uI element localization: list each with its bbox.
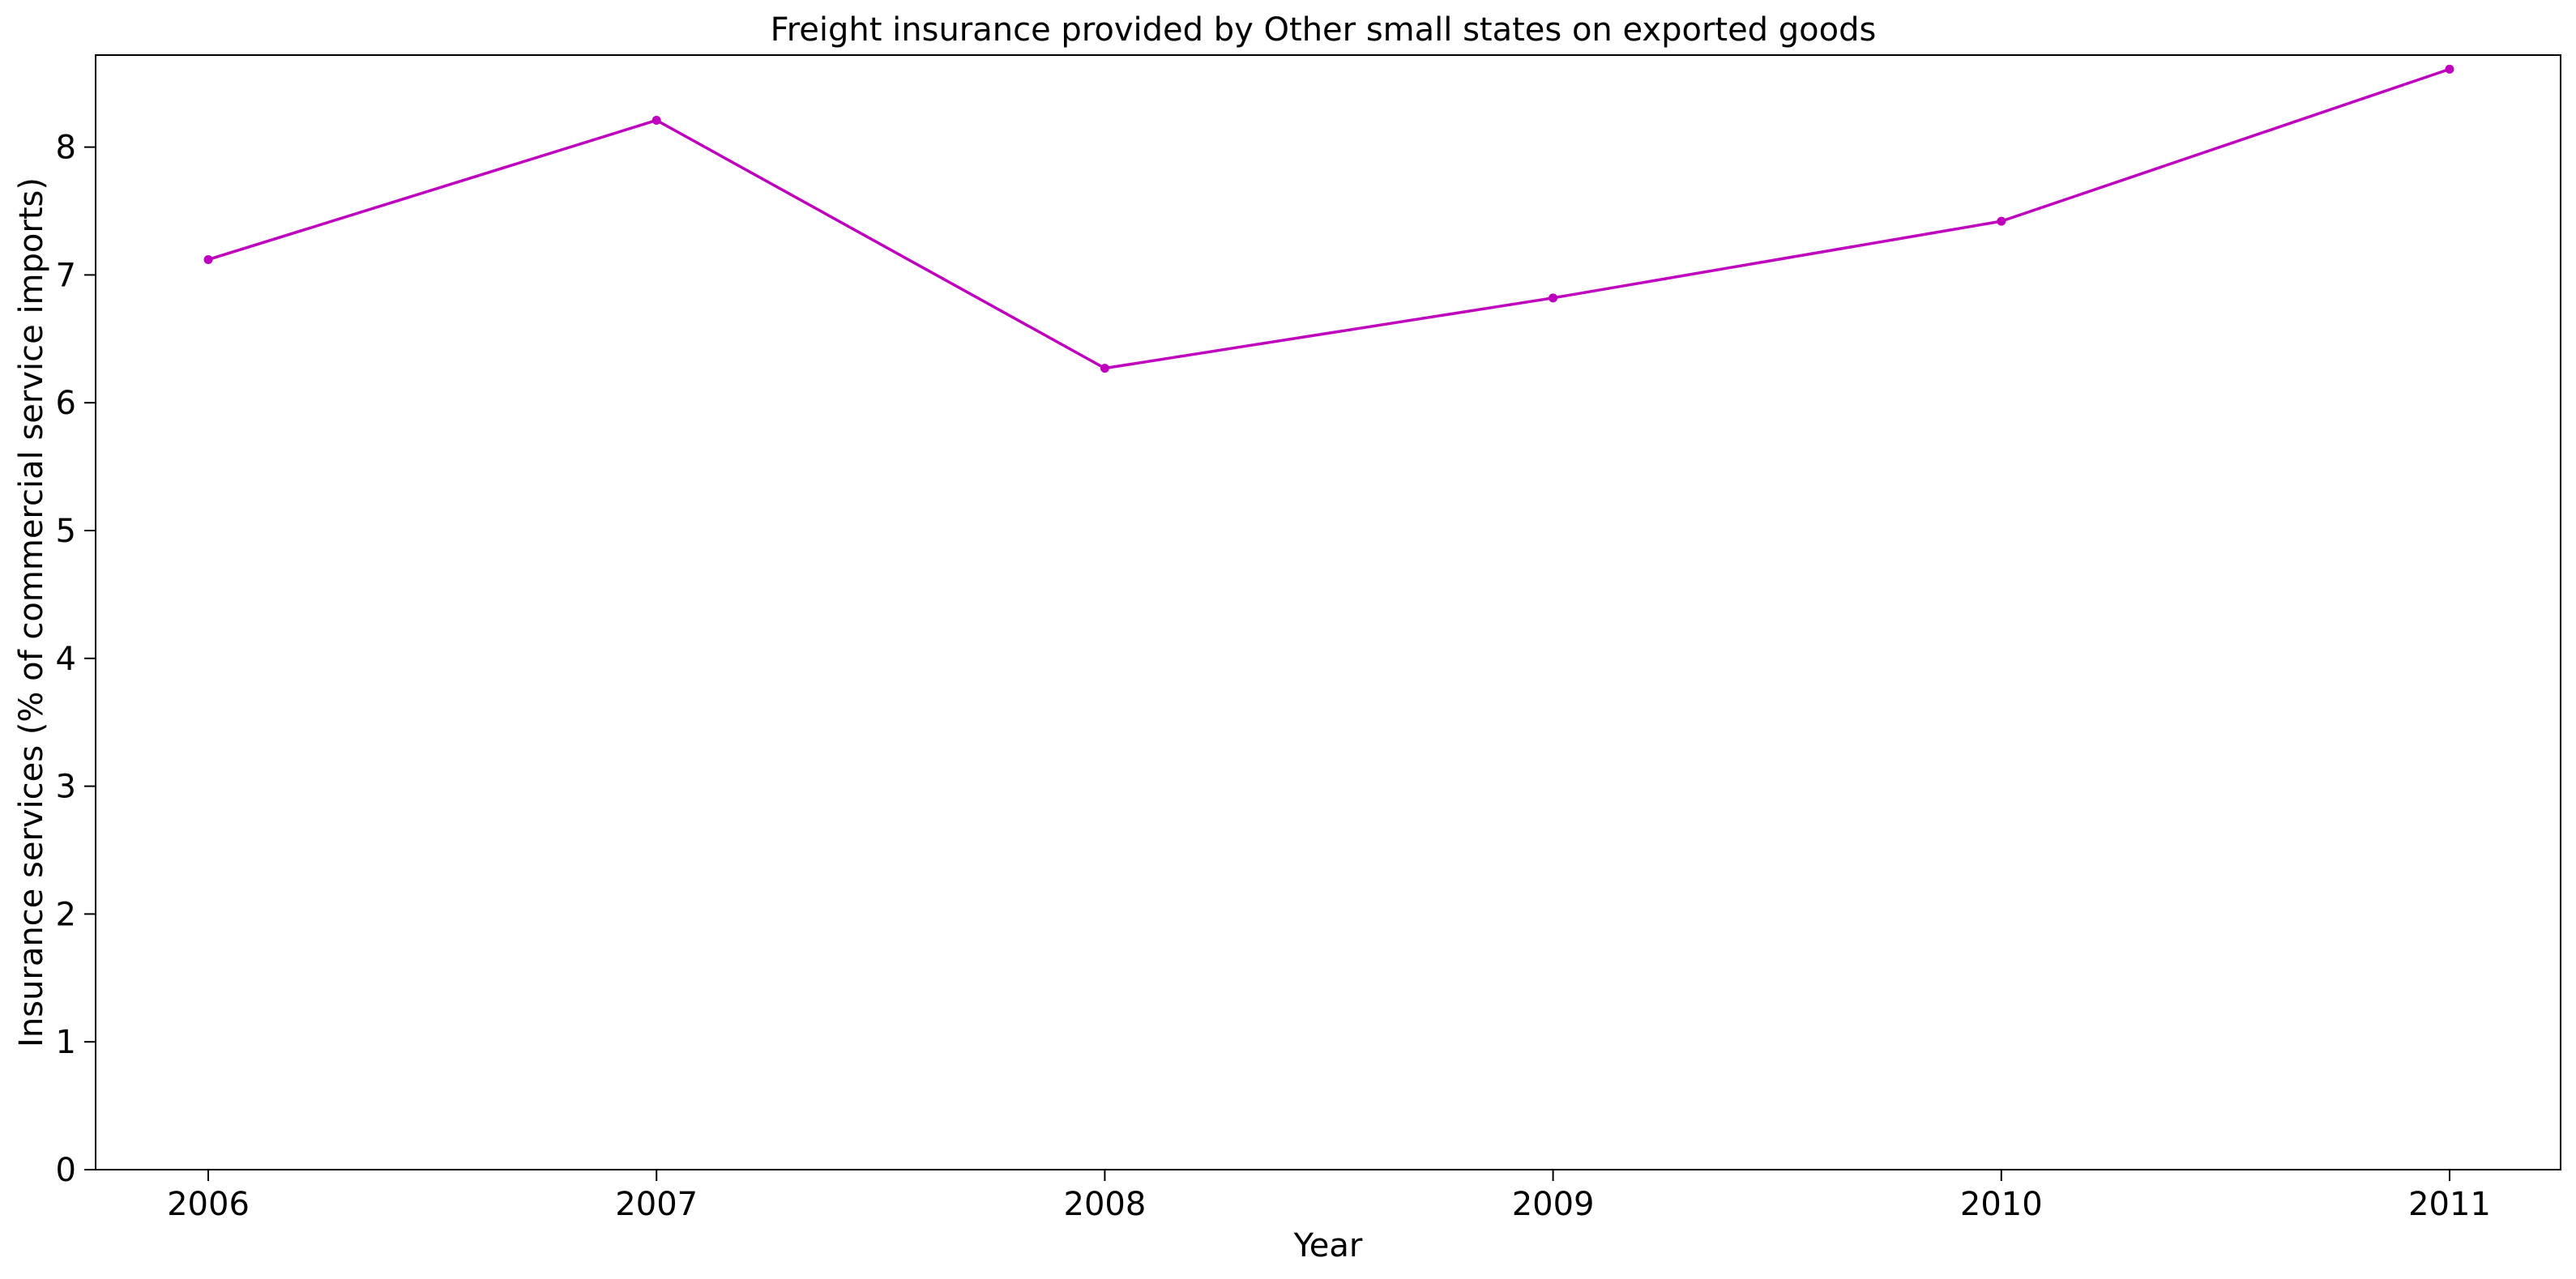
series-layer: [203, 64, 2454, 373]
x-tick-label: 2009: [1512, 1186, 1595, 1223]
data-point-2008: [1100, 364, 1109, 373]
x-tick-label: 2006: [167, 1186, 250, 1223]
y-tick-label: 3: [56, 769, 76, 806]
y-tick-label: 8: [56, 130, 76, 167]
y-axis-title: Insurance services (% of commercial serv…: [13, 177, 50, 1047]
x-tick-label: 2008: [1064, 1186, 1147, 1223]
plot-area: 0 1 2 3 4 5 6 7 8 2006 2007 2008 2009 2010 2011: [56, 54, 2561, 1223]
y-tick-label: 1: [56, 1024, 76, 1061]
x-axis-title: Year: [1293, 1227, 1363, 1264]
y-tick-label: 5: [56, 513, 76, 550]
series-line: [207, 67, 2450, 370]
y-axis: 0 1 2 3 4 5 6 7 8: [56, 130, 96, 1189]
x-tick-label: 2007: [615, 1186, 698, 1223]
x-axis: 2006 2007 2008 2009 2010 2011: [167, 1170, 2491, 1223]
chart-title: Freight insurance provided by Other smal…: [771, 11, 1877, 49]
data-point-2007: [651, 115, 661, 125]
y-tick-label: 0: [56, 1152, 76, 1189]
y-tick-label: 2: [56, 896, 76, 933]
y-tick-label: 7: [56, 257, 76, 294]
y-tick-label: 4: [56, 641, 76, 678]
plot-frame: [95, 54, 2561, 1170]
x-tick-label: 2011: [2408, 1186, 2491, 1223]
data-point-2011: [2445, 64, 2454, 74]
data-point-2006: [203, 254, 213, 264]
x-tick-label: 2010: [1960, 1186, 2043, 1223]
y-tick-label: 6: [56, 385, 76, 422]
data-point-2009: [1549, 293, 1558, 303]
data-point-2010: [1997, 216, 2006, 226]
